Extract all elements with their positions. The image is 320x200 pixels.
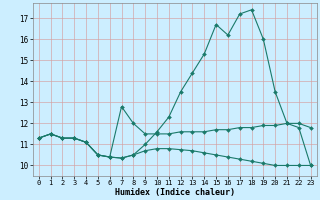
X-axis label: Humidex (Indice chaleur): Humidex (Indice chaleur)	[115, 188, 235, 197]
